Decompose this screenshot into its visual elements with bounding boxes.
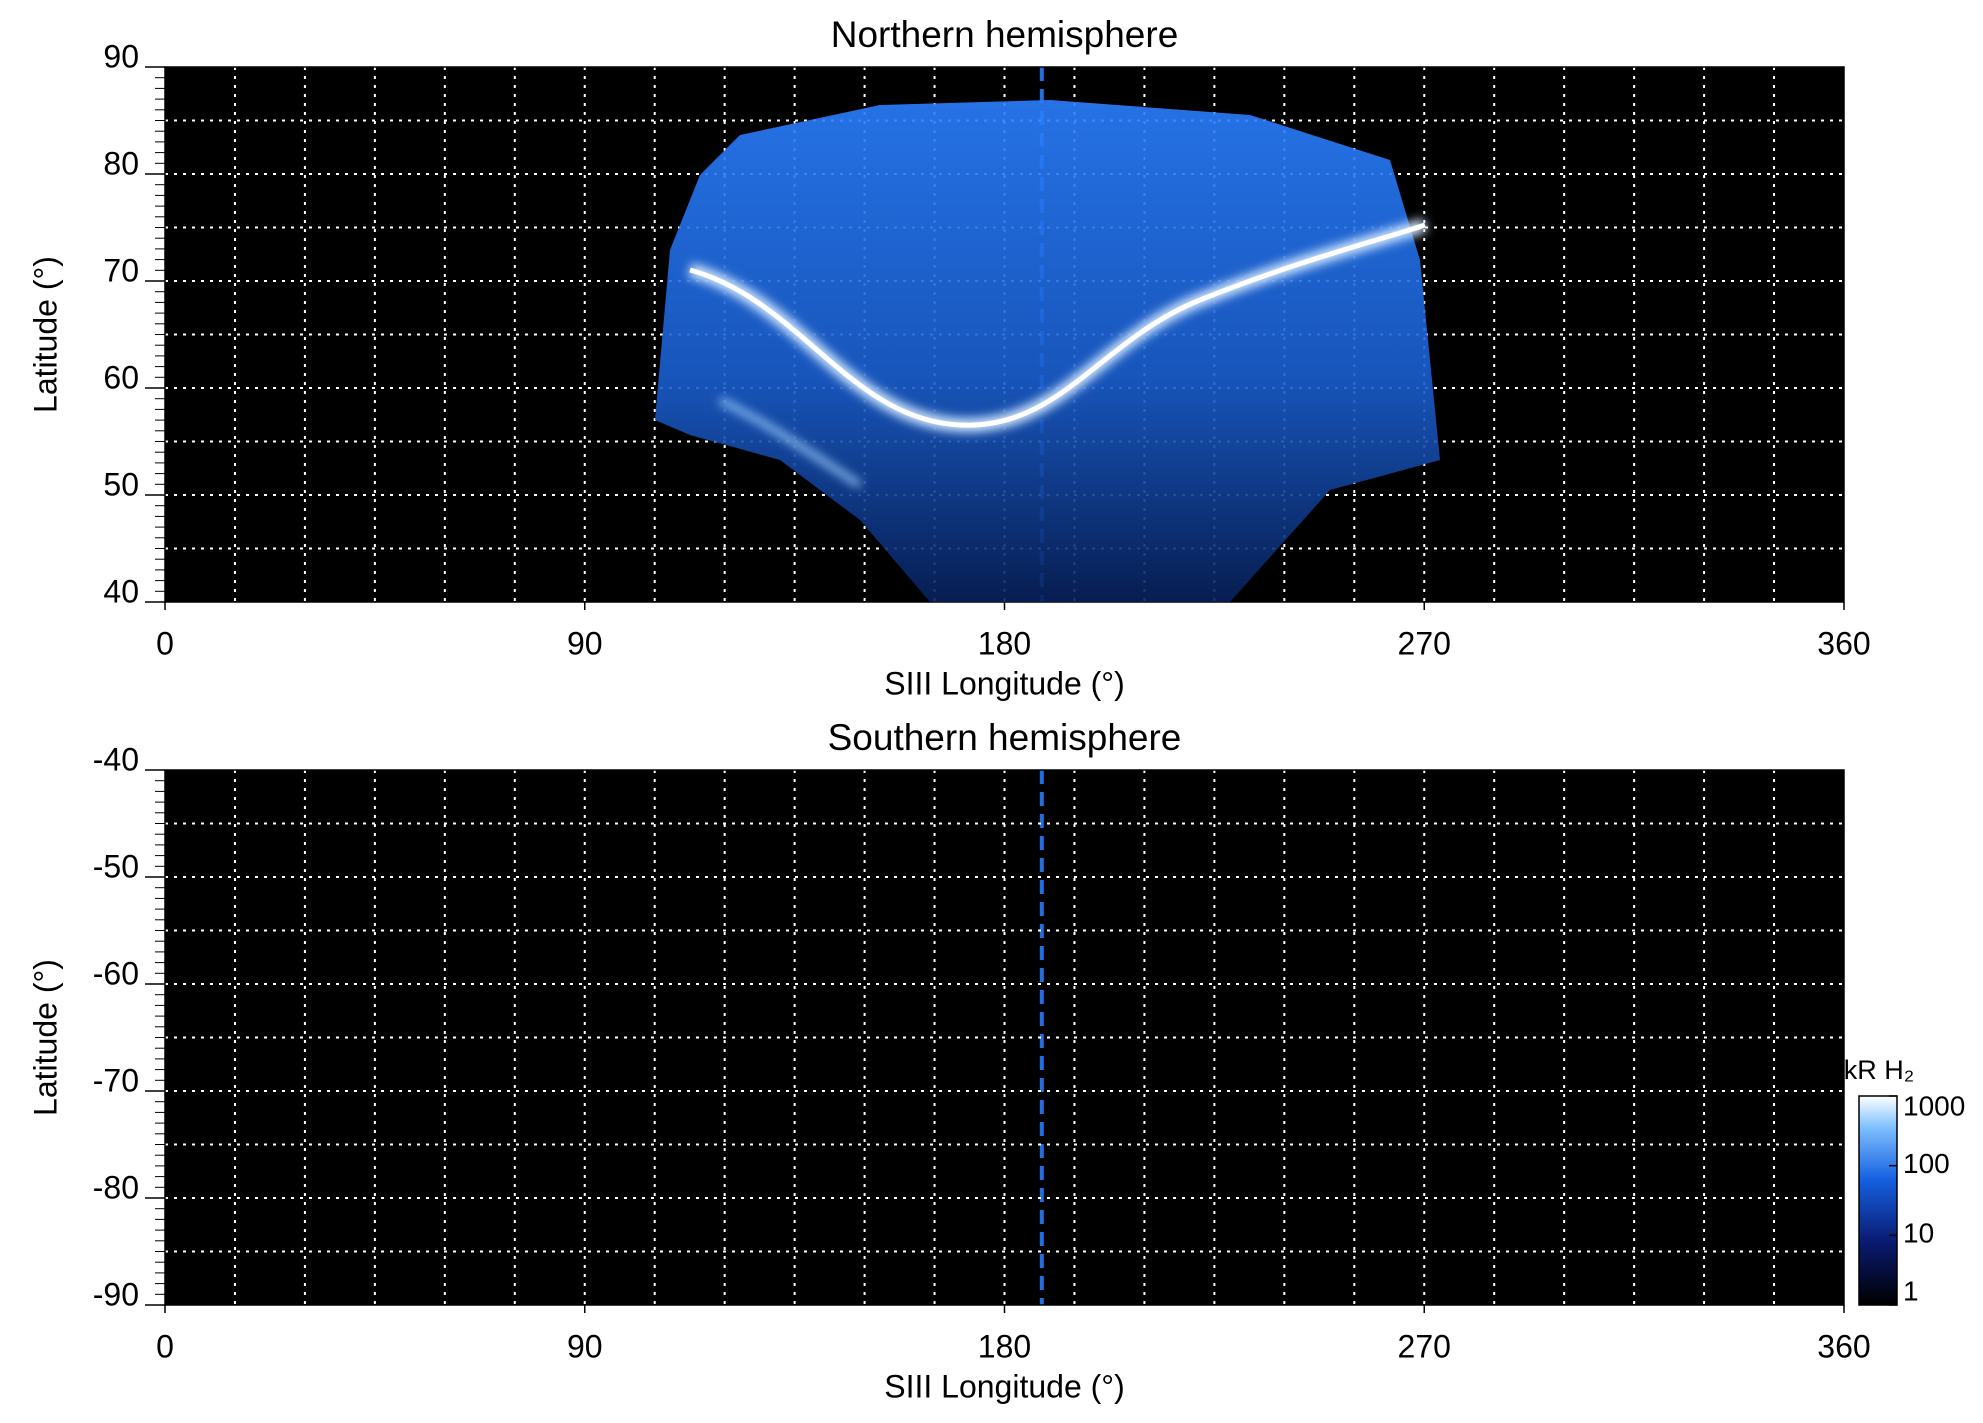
y-tick-label: 40 (103, 573, 139, 609)
x-tick-label: 180 (978, 1328, 1031, 1364)
colorbar-tick-label: 1000 (1903, 1090, 1965, 1121)
x-tick-label: 90 (567, 1328, 603, 1364)
colorbar-tick-label: 1 (1903, 1275, 1919, 1306)
colorbar-tick-label: 10 (1903, 1218, 1934, 1249)
x-tick-label: 180 (978, 625, 1031, 661)
x-tick-label: 270 (1398, 625, 1451, 661)
y-tick-label: -70 (93, 1062, 139, 1098)
colorbar-tick-label: 100 (1903, 1148, 1950, 1179)
x-axis-label: SIII Longitude (°) (884, 1368, 1124, 1404)
chart-title: Southern hemisphere (828, 717, 1182, 758)
y-tick-label: 90 (103, 38, 139, 74)
y-tick-label: 60 (103, 359, 139, 395)
y-axis-label: Latitude (°) (27, 959, 63, 1116)
x-tick-label: 360 (1817, 1328, 1870, 1364)
y-tick-label: -60 (93, 955, 139, 991)
y-tick-label: -80 (93, 1169, 139, 1205)
x-tick-label: 270 (1398, 1328, 1451, 1364)
x-tick-label: 0 (156, 625, 174, 661)
y-tick-label: 70 (103, 252, 139, 288)
y-tick-label: 80 (103, 145, 139, 181)
colorbar (1858, 1095, 1898, 1306)
y-axis-label: Latitude (°) (27, 256, 63, 413)
x-tick-label: 360 (1817, 625, 1870, 661)
y-tick-label: -90 (93, 1276, 139, 1312)
aurora-image (655, 100, 1440, 602)
colorbar-label: kR H₂ (1844, 1055, 1914, 1085)
x-tick-label: 90 (567, 625, 603, 661)
chart-title: Northern hemisphere (831, 14, 1179, 55)
x-axis-label: SIII Longitude (°) (884, 665, 1124, 701)
y-tick-label: -40 (93, 741, 139, 777)
y-tick-label: -50 (93, 848, 139, 884)
y-tick-label: 50 (103, 466, 139, 502)
x-tick-label: 0 (156, 1328, 174, 1364)
